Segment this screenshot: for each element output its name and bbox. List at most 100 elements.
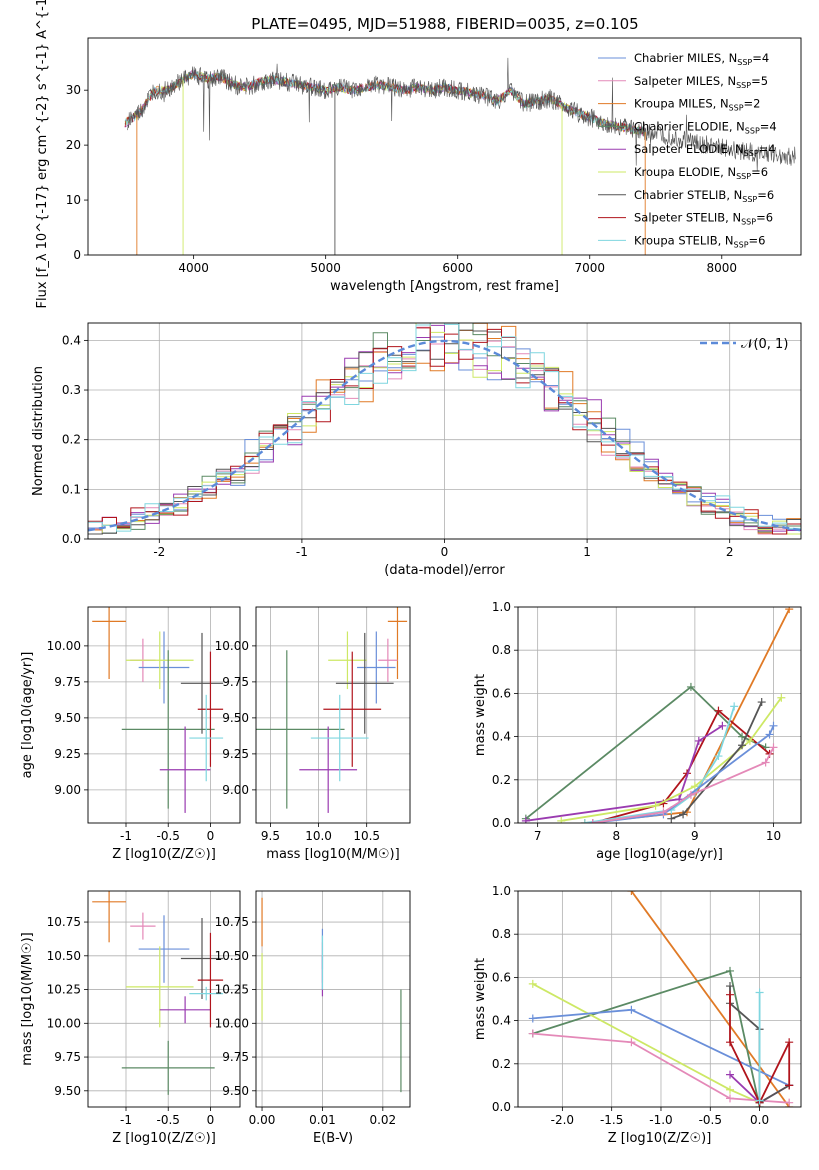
legend-subscript: SSP bbox=[729, 104, 744, 113]
x-tick-label: 8 bbox=[612, 829, 620, 843]
x-tick-label: -2.0 bbox=[551, 1113, 574, 1127]
legend-subscript: SSP bbox=[741, 218, 756, 227]
weight-marker-salpeter_stelib bbox=[726, 1038, 735, 1047]
y-tick-label: 10.00 bbox=[215, 1016, 249, 1030]
x-tick-label: 0.02 bbox=[369, 1113, 396, 1127]
y-tick-label: 0 bbox=[73, 248, 81, 262]
weight-marker-salpeter_miles bbox=[627, 1038, 636, 1047]
weight-marker-salpeter_elodie bbox=[521, 816, 530, 823]
y-tick-label: 0.4 bbox=[62, 333, 81, 347]
weight-marker-salpeter_miles bbox=[528, 1029, 537, 1038]
y-tick-label: 0.8 bbox=[492, 643, 511, 657]
weight-marker-kroupa_elodie bbox=[745, 736, 754, 745]
weight-marker-chabrier_miles bbox=[769, 721, 778, 730]
weight-marker-kroupa_stelib bbox=[714, 752, 723, 761]
y-axis-label: Flux [f_λ 10^{-17} erg cm^{-2} s^{-1} A^… bbox=[35, 0, 50, 308]
x-tick-label: 8000 bbox=[707, 261, 738, 275]
y-tick-label: 10.00 bbox=[47, 1016, 81, 1030]
y-tick-label: 10.00 bbox=[215, 639, 249, 653]
weight-marker-chabrier_stelib bbox=[738, 741, 747, 750]
weight-line-kroupa_elodie bbox=[532, 983, 760, 1104]
x-tick-label: 0 bbox=[207, 1113, 215, 1127]
legend-value: =4 bbox=[752, 51, 769, 65]
y-axis-label: Normed distribution bbox=[31, 366, 46, 496]
legend-value: =2 bbox=[744, 97, 761, 111]
legend-label-chabrier_miles: Chabrier MILES, NSSP=4 bbox=[634, 51, 769, 67]
plot-area bbox=[261, 897, 402, 1093]
panel-residual_histogram: -2 -1 0 1 2 0.0 0.1 0.2 0.3 0.4 (data-model)/error… bbox=[31, 322, 802, 578]
x-tick-label: -0.5 bbox=[157, 1113, 180, 1127]
y-tick-label: 10.50 bbox=[47, 949, 81, 963]
weight-marker-salpeter_elodie bbox=[694, 736, 703, 745]
legend-value: =6 bbox=[749, 233, 766, 247]
y-tick-label: 9.50 bbox=[222, 1084, 249, 1098]
panel-mass_weight_vs_age: 7 8 9 10 0.0 0.2 0.4 0.6 0.8 1.0 age [log10(age/yr… bbox=[473, 600, 802, 862]
spectrum-model-kroupa_stelib bbox=[124, 71, 646, 137]
y-axis-label: mass [log10(M/M☉)] bbox=[20, 932, 35, 1065]
weight-line-kroupa_elodie bbox=[561, 697, 783, 822]
x-tick-label: 7000 bbox=[574, 261, 605, 275]
y-tick-label: 1.0 bbox=[492, 600, 511, 614]
y-tick-label: 0.3 bbox=[62, 383, 81, 397]
panel-mass_vs_Z: -1 -0.5 0 9.50 9.75 10.00 10.25 10.50 10.75 Z [lo… bbox=[20, 890, 241, 1146]
weight-line-chabrier_stelib bbox=[670, 701, 763, 820]
weight-marker-chabrier_miles bbox=[528, 1014, 537, 1023]
y-tick-label: 9.75 bbox=[54, 1050, 81, 1064]
y-tick-label: 0.2 bbox=[492, 773, 511, 787]
axes-frame bbox=[87, 606, 241, 824]
x-tick-label: -1.5 bbox=[600, 1113, 623, 1127]
y-tick-label: 9.50 bbox=[222, 711, 249, 725]
weight-marker-chabrier_stelib bbox=[726, 982, 735, 991]
legend-label-salpeter_miles: Salpeter MILES, NSSP=5 bbox=[634, 74, 768, 90]
legend-subscript: SSP bbox=[742, 195, 757, 204]
spectrum-data bbox=[127, 57, 796, 171]
x-tick-label: -1 bbox=[296, 545, 308, 559]
y-axis-label: mass weight bbox=[473, 674, 488, 756]
axes-frame bbox=[255, 890, 411, 1108]
y-tick-label: 9.75 bbox=[222, 1050, 249, 1064]
weight-marker-salpeter_stelib bbox=[714, 706, 723, 715]
x-tick-label: -0.5 bbox=[157, 829, 180, 843]
x-tick-label: 9.5 bbox=[261, 829, 280, 843]
y-tick-label: 0.4 bbox=[492, 1014, 511, 1028]
weight-marker-salpeter_miles bbox=[761, 758, 770, 767]
y-tick-label: 10.00 bbox=[47, 639, 81, 653]
legend-value: =6 bbox=[756, 211, 773, 225]
weight-marker-salpeter_miles bbox=[659, 808, 668, 817]
x-tick-label: -1 bbox=[120, 829, 132, 843]
weight-marker-salpeter_elodie bbox=[718, 721, 727, 730]
weight-marker-salpeter_stelib bbox=[785, 1038, 794, 1047]
gaussian-curve bbox=[88, 339, 801, 532]
y-tick-label: 30 bbox=[66, 83, 81, 97]
plot-area bbox=[92, 891, 224, 1095]
y-tick-label: 0.0 bbox=[492, 816, 511, 830]
y-tick-label: 10.75 bbox=[215, 915, 249, 929]
y-tick-label: 0.6 bbox=[492, 970, 511, 984]
y-tick-label: 9.00 bbox=[54, 783, 81, 797]
y-tick-label: 0.2 bbox=[62, 433, 81, 447]
weight-marker-chabrier_stelib bbox=[679, 810, 688, 819]
weight-marker-chabrier_elodie bbox=[726, 966, 735, 975]
weight-marker-chabrier_elodie bbox=[738, 732, 747, 741]
weight-marker-kroupa_miles bbox=[785, 607, 794, 614]
axes-frame bbox=[517, 606, 802, 824]
legend-label-kroupa_elodie: Kroupa ELODIE, NSSP=6 bbox=[634, 165, 768, 181]
x-axis-label: Z [log10(Z/Z☉)] bbox=[112, 847, 216, 862]
y-tick-label: 0.6 bbox=[492, 686, 511, 700]
x-tick-label: 10 bbox=[766, 829, 781, 843]
weight-marker-chabrier_miles bbox=[627, 1005, 636, 1014]
weight-marker-salpeter_miles bbox=[785, 1098, 794, 1107]
legend-value: =5 bbox=[751, 74, 768, 88]
histogram-salpeter_stelib bbox=[88, 327, 801, 535]
x-tick-label: 4000 bbox=[178, 261, 209, 275]
legend-subscript: SSP bbox=[745, 126, 760, 135]
x-axis-label: wavelength [Angstrom, rest frame] bbox=[330, 279, 559, 294]
y-axis-label: mass weight bbox=[473, 958, 488, 1040]
spectrum-legend: Chabrier MILES, NSSP=4 Salpeter MILES, NS… bbox=[598, 51, 777, 249]
y-tick-label: 1.0 bbox=[492, 884, 511, 898]
weight-line-kroupa_miles bbox=[630, 891, 790, 1107]
x-tick-label: 0.01 bbox=[309, 1113, 336, 1127]
x-tick-label: 6000 bbox=[442, 261, 473, 275]
x-tick-label: 0.00 bbox=[249, 1113, 276, 1127]
